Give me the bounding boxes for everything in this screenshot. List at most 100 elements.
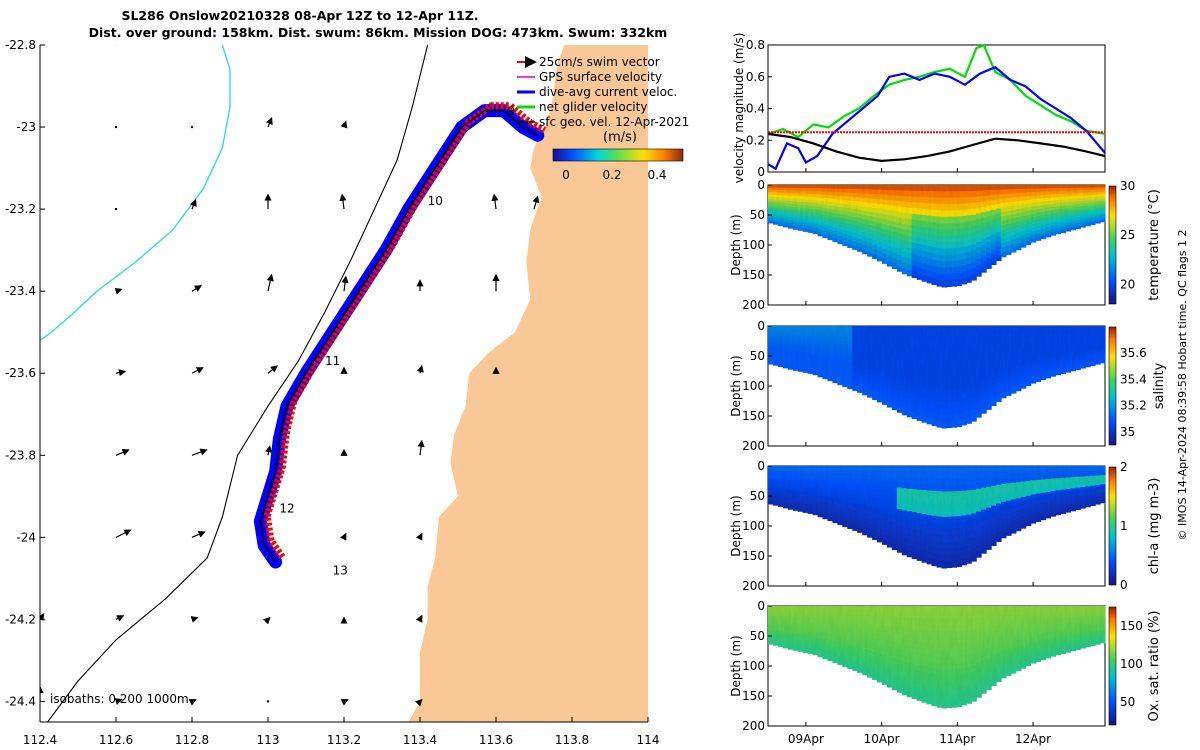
- day-label: 11: [325, 354, 340, 368]
- map-y-tick-label: -24: [16, 530, 36, 544]
- section-y-tick-label: 50: [750, 489, 765, 503]
- geo-arrow: [340, 120, 348, 129]
- section-y-tick-label: 50: [750, 208, 765, 222]
- geo-arrow: [40, 613, 45, 622]
- colorbar-label: temperature (°C): [1147, 189, 1162, 301]
- legend-swim: 25cm/s swim vector: [517, 55, 660, 69]
- colorbar-tick-label: 2: [1120, 460, 1128, 474]
- legend-geo-label: sfc geo. vel. 12-Apr-2021: [539, 115, 689, 129]
- geo-arrow: [340, 699, 349, 706]
- section-y-tick-label: 0: [757, 319, 765, 333]
- legend-gps: GPS surface velocity: [517, 70, 662, 84]
- colorbar-salinity: [1108, 326, 1117, 446]
- legend-gps-label: GPS surface velocity: [539, 70, 662, 84]
- geo-arrow: [114, 287, 123, 295]
- velocity-y-tick-label: 0: [757, 165, 765, 179]
- section-y-tick-label: 0: [757, 178, 765, 192]
- speed-tick-1: 0.2: [602, 168, 621, 182]
- geo-arrow: [265, 445, 273, 456]
- section-y-tick-label: 100: [742, 659, 765, 673]
- map-x-tick-label: 112.6: [99, 733, 133, 747]
- geo-arrow: [491, 193, 499, 210]
- credit-text: © IMOS 14-Apr-2024 08:39:58 Hobart time.…: [1176, 230, 1189, 541]
- velocity-y-tick-label: 0.2: [746, 133, 765, 147]
- geo-arrow: [190, 125, 194, 129]
- swim-vector-track: [263, 102, 547, 560]
- colorbar-tick-label: 35.2: [1120, 399, 1147, 413]
- section-ylabel: Depth (m): [729, 355, 743, 416]
- section-chl-a: 0 50 100 150 200 Depth (m) 2 1 0 chl-a (mg m-3): [729, 459, 1162, 593]
- map-y-tick-label: -23.8: [5, 448, 36, 462]
- geo-arrow: [191, 367, 204, 374]
- glider-track: [259, 109, 539, 563]
- colorbar-tick-label: 20: [1120, 277, 1135, 291]
- geo-arrow: [114, 698, 123, 705]
- day-labels: 9 10 11 12 13: [279, 104, 515, 578]
- geo-arrow: [415, 614, 423, 623]
- section-y-tick-label: 100: [742, 519, 765, 533]
- section-y-tick-label: 0: [757, 599, 765, 613]
- isobaths-note: isobaths: 0 200 1000m: [50, 692, 189, 706]
- map-title-line1: SL286 Onslow20210328 08-Apr 12Z to 12-Ap…: [121, 8, 478, 23]
- legend-current-label: dive-avg current veloc.: [539, 85, 677, 99]
- speed-colorbar-label: (m/s): [603, 130, 637, 145]
- geo-arrow: [115, 369, 127, 377]
- geo-arrow: [266, 116, 273, 128]
- geo-arrow: [339, 532, 347, 541]
- map-y-tick-label: -23.6: [5, 366, 36, 380]
- section-x-tick-label: 12Apr: [1015, 732, 1051, 746]
- speed-tick-0: 0: [562, 168, 570, 182]
- section-y-tick-label: 100: [742, 238, 765, 252]
- geo-arrow: [190, 616, 199, 623]
- geo-arrow: [341, 275, 349, 292]
- map-x-tick-label: 112.4: [23, 733, 57, 747]
- geo-arrow: [415, 698, 423, 707]
- map-y-tick-label: -23: [16, 120, 36, 134]
- map-x-tick-label: 113: [257, 733, 280, 747]
- map-y-tick-label: -24.2: [5, 612, 36, 626]
- legend-geo: sfc geo. vel. 12-Apr-2021: [517, 115, 689, 129]
- section-y-tick-label: 150: [742, 409, 765, 423]
- geo-arrow: [190, 199, 197, 210]
- section-y-tick-label: 200: [742, 719, 765, 733]
- section-y-tick-label: 200: [742, 439, 765, 453]
- speed-tick-2: 0.4: [647, 168, 666, 182]
- geo-arrow: [188, 699, 197, 706]
- speed-colorbar: [552, 148, 684, 162]
- colorbar-tick-label: 1: [1120, 519, 1128, 533]
- section-y-tick-label: 0: [757, 459, 765, 473]
- map-x-tick-label: 113.6: [479, 733, 513, 747]
- series-sfc-geo-vel-: [767, 132, 1106, 163]
- isobath-200m: [47, 45, 429, 722]
- section-x-tick-label: 11Apr: [939, 732, 975, 746]
- geo-arrow: [532, 195, 540, 210]
- section-y-tick-label: 200: [742, 579, 765, 593]
- colorbar-tick-label: 35.4: [1120, 372, 1147, 386]
- isobath-1000m: [40, 45, 231, 341]
- colorbar-tick-label: 0: [1120, 578, 1128, 592]
- map-y-tick-label: -23.4: [5, 284, 36, 298]
- legend-net: net glider velocity: [517, 100, 647, 114]
- colorbar-tick-label: 100: [1120, 657, 1143, 671]
- velocity-ylabel: velocity magnitude (m/s): [732, 33, 746, 184]
- colorbar-temperature: [1108, 185, 1117, 305]
- map-x-ticks: 112.4 112.6 112.8 113 113.2 113.4 113.6 113.8 11…: [23, 717, 659, 747]
- geo-arrow: [115, 448, 130, 456]
- map-y-tick-label: -24.4: [5, 694, 36, 708]
- map-x-tick-label: 112.8: [175, 733, 209, 747]
- geo-arrow: [263, 616, 271, 625]
- geo-arrow: [191, 285, 203, 292]
- map-y-ticks: -22.8 -23 -23.2 -23.4 -23.6 -23.8 -24 -24.2 -24.…: [5, 38, 45, 708]
- geo-arrow: [191, 448, 208, 456]
- map-x-tick-label: 113.4: [403, 733, 437, 747]
- section-salinity: 0 50 100 150 200 Depth (m) 35.6 35.4 35.2 35 salin…: [729, 319, 1167, 453]
- colorbar-label: salinity: [1152, 362, 1167, 409]
- section-y-tick-label: 200: [742, 298, 765, 312]
- geo-arrow: [266, 273, 274, 292]
- map-legend: 25cm/s swim vector GPS surface velocity …: [517, 55, 689, 182]
- colorbar-tick-label: 35: [1120, 425, 1135, 439]
- map-x-tick-label: 113.8: [555, 733, 589, 747]
- geo-arrow: [191, 531, 206, 538]
